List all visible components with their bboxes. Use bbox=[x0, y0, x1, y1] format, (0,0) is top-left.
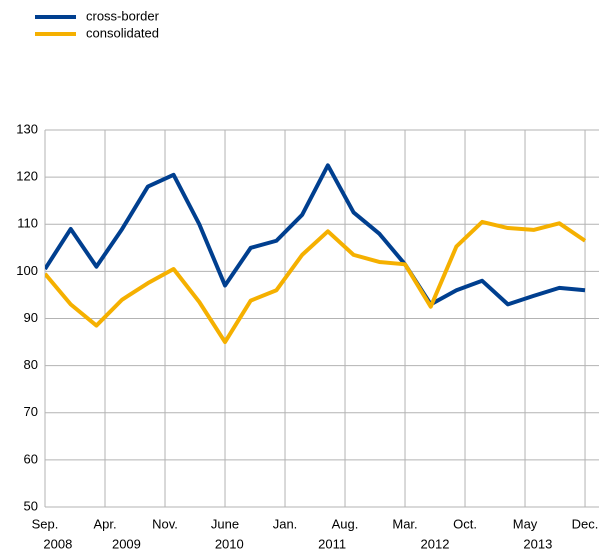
x-tick-label: June bbox=[211, 516, 239, 531]
year-label: 2009 bbox=[112, 536, 141, 551]
y-tick-label: 70 bbox=[24, 404, 38, 419]
x-tick-label: Dec. bbox=[572, 516, 599, 531]
y-tick-label: 80 bbox=[24, 357, 38, 372]
legend-label: cross-border bbox=[86, 8, 160, 23]
year-label: 2011 bbox=[318, 536, 346, 551]
x-tick-label: Jan. bbox=[273, 516, 298, 531]
y-tick-label: 120 bbox=[16, 169, 38, 184]
legend-label: consolidated bbox=[86, 25, 159, 40]
y-tick-label: 110 bbox=[17, 216, 38, 231]
series-line bbox=[45, 219, 587, 345]
year-label: 2013 bbox=[523, 536, 552, 551]
year-label: 2008 bbox=[43, 536, 72, 551]
x-tick-label: Oct. bbox=[453, 516, 477, 531]
y-tick-label: 50 bbox=[24, 498, 38, 513]
x-tick-label: Nov. bbox=[152, 516, 178, 531]
y-tick-label: 60 bbox=[24, 451, 38, 466]
year-label: 2012 bbox=[421, 536, 450, 551]
y-tick-label: 90 bbox=[24, 310, 38, 325]
x-tick-label: May bbox=[513, 516, 538, 531]
year-label: 2010 bbox=[215, 536, 244, 551]
y-tick-label: 100 bbox=[16, 263, 38, 278]
x-tick-label: Apr. bbox=[93, 516, 116, 531]
series-line bbox=[45, 163, 586, 307]
x-tick-label: Sep. bbox=[32, 516, 59, 531]
y-tick-label: 130 bbox=[16, 121, 38, 136]
x-tick-label: Aug. bbox=[332, 516, 359, 531]
x-tick-label: Mar. bbox=[392, 516, 417, 531]
